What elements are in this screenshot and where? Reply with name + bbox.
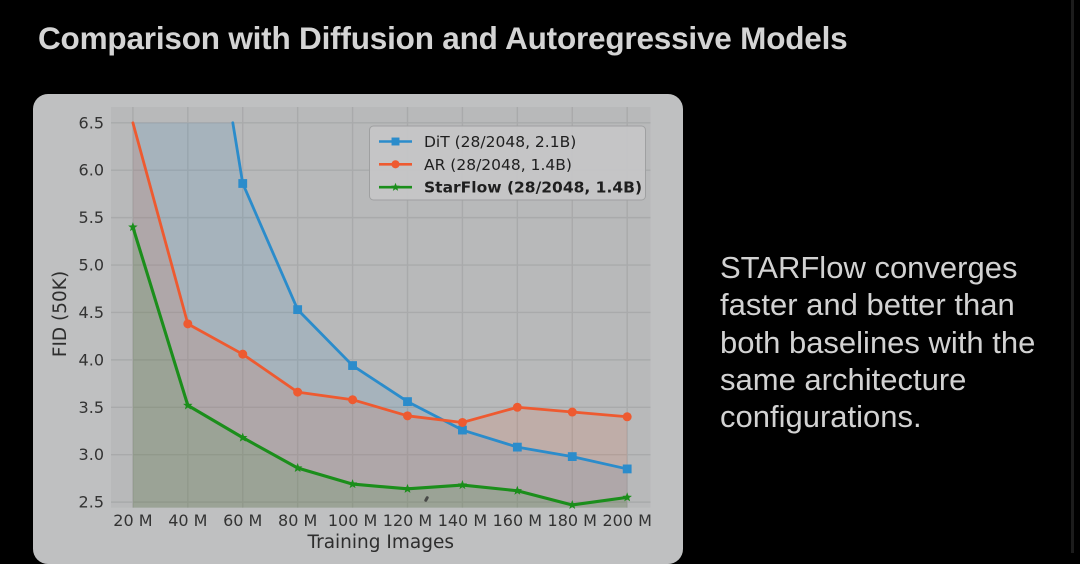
series-fill (132, 227, 628, 508)
x-tick-label: 80 M (278, 511, 317, 530)
x-tick-label: 180 M (548, 511, 597, 530)
slide-title: Comparison with Diffusion and Autoregres… (38, 20, 848, 56)
marker-star (183, 400, 193, 410)
y-tick-label: 3.0 (79, 445, 104, 464)
marker-star (512, 485, 523, 495)
marker-circle (457, 417, 467, 427)
x-tick-label: 160 M (493, 511, 542, 530)
marker-square (293, 305, 303, 315)
x-tick-label: 20 M (113, 511, 152, 530)
marker-circle (238, 349, 248, 359)
x-tick-label: 60 M (223, 511, 262, 530)
side-caption: STARFlow converges faster and better tha… (720, 250, 1036, 435)
marker-square (348, 361, 357, 370)
marker-star (567, 499, 578, 510)
y-tick-label: 4.5 (79, 303, 104, 322)
marker-star (128, 222, 138, 232)
y-tick-label: 4.0 (79, 350, 104, 369)
y-tick-label: 6.0 (79, 161, 104, 180)
legend-label: AR (28/2048, 1.4B) (424, 156, 572, 174)
marker-circle (293, 387, 303, 397)
x-axis-label: Training Images (307, 532, 454, 553)
marker-star (402, 483, 413, 493)
marker-circle (391, 160, 400, 169)
y-tick-label: 5.5 (79, 208, 104, 227)
marker-star (237, 432, 248, 442)
series-line (131, 121, 629, 424)
marker-star (391, 182, 400, 191)
marker-circle (512, 402, 522, 412)
y-tick-label: 6.5 (79, 113, 104, 132)
y-tick-label: 2.5 (79, 493, 104, 512)
marker-star (622, 492, 632, 502)
x-tick-label: 200 M (602, 511, 651, 530)
x-tick-label: 120 M (383, 511, 432, 530)
series-line (131, 225, 629, 507)
marker-square (512, 442, 522, 452)
legend-box (369, 125, 646, 201)
series-fill (132, 122, 628, 508)
marker-star (457, 480, 468, 490)
marker-star (347, 479, 358, 489)
marker-star (292, 462, 303, 473)
y-tick-label: 5.0 (79, 256, 104, 275)
marker-circle (567, 407, 577, 417)
right-edge-line (1071, 0, 1074, 553)
marker-square (458, 425, 467, 435)
legend-label: StarFlow (28/2048, 1.4B) (424, 179, 642, 197)
marker-square (567, 452, 577, 462)
marker-square (238, 179, 248, 188)
marker-circle (403, 411, 412, 421)
x-tick-label: 100 M (328, 511, 377, 530)
marker-circle (183, 319, 193, 329)
marker-square (403, 397, 412, 407)
x-tick-label: 40 M (168, 511, 207, 530)
x-tick-label: 140 M (438, 511, 487, 530)
y-tick-label: 3.5 (79, 398, 104, 417)
legend-label: DiT (28/2048, 2.1B) (424, 133, 576, 151)
y-axis-label: FID (50K) (50, 271, 71, 357)
marker-circle (348, 395, 358, 405)
marker-square (391, 137, 400, 146)
marker-square (622, 464, 632, 474)
marker-circle (622, 412, 632, 422)
